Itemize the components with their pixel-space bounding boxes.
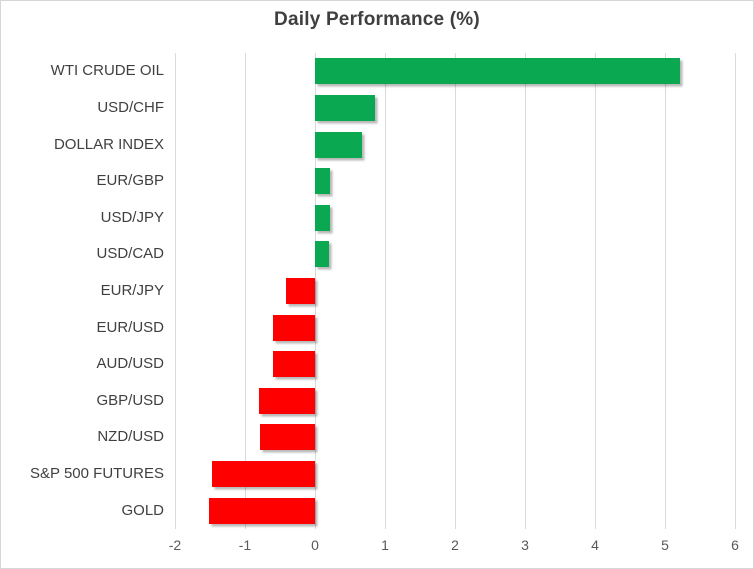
x-axis-tick-label-3: 3 xyxy=(521,537,529,553)
gridline-x--2 xyxy=(175,53,176,529)
gridline-x-1 xyxy=(385,53,386,529)
category-label-s-p-500-futures: S&P 500 FUTURES xyxy=(30,465,164,483)
bar-usd-jpy xyxy=(315,204,330,231)
bar-gbp-usd xyxy=(259,387,315,414)
x-axis-tick-label-2: 2 xyxy=(451,537,459,553)
bar-eur-usd xyxy=(273,314,315,341)
category-label-gold: GOLD xyxy=(121,501,164,519)
bar-dollar-index xyxy=(315,131,362,158)
plot-area xyxy=(175,53,736,529)
gridline-x-5 xyxy=(665,53,666,529)
category-label-dollar-index: DOLLAR INDEX xyxy=(53,135,164,153)
gridline-x-2 xyxy=(455,53,456,529)
x-axis-tick-label-5: 5 xyxy=(661,537,669,553)
bar-wti-crude-oil xyxy=(315,58,681,85)
category-label-eur-gbp: EUR/GBP xyxy=(96,172,164,190)
category-label-eur-jpy: EUR/JPY xyxy=(100,282,164,299)
bar-usd-cad xyxy=(315,241,329,268)
bar-s-p-500-futures xyxy=(212,461,315,488)
gridline-x-3 xyxy=(525,53,526,529)
category-label-usd-chf: USD/CHF xyxy=(97,98,164,116)
x-axis-tick-label-0: 0 xyxy=(311,537,319,553)
category-label-wti-crude-oil: WTI CRUDE OIL xyxy=(50,62,164,80)
bar-nzd-usd xyxy=(259,424,315,451)
x-axis-tick-label-6: 6 xyxy=(731,537,739,553)
gridline-x-4 xyxy=(595,53,596,529)
bar-aud-usd xyxy=(273,351,315,378)
x-axis-tick-label-1: 1 xyxy=(381,537,389,553)
gridline-x-0 xyxy=(315,53,316,529)
category-label-nzd-usd: NZD/USD xyxy=(97,428,164,446)
category-label-aud-usd: AUD/USD xyxy=(96,355,164,373)
category-label-eur-usd: EUR/USD xyxy=(96,318,164,336)
bar-usd-chf xyxy=(315,94,375,121)
bar-gold xyxy=(208,497,315,524)
x-axis-tick-label--1: -1 xyxy=(238,537,252,553)
bar-eur-gbp xyxy=(315,168,331,195)
category-label-gbp-usd: GBP/USD xyxy=(96,391,164,409)
chart-title: Daily Performance (%) xyxy=(274,9,480,30)
gridline-x--1 xyxy=(245,53,246,529)
x-axis-tick-label--2: -2 xyxy=(168,537,182,553)
gridline-x-6 xyxy=(735,53,736,529)
category-label-usd-cad: USD/CAD xyxy=(96,245,164,263)
bar-eur-jpy xyxy=(285,278,315,304)
x-axis-tick-label-4: 4 xyxy=(591,537,599,553)
category-label-usd-jpy: USD/JPY xyxy=(100,208,164,226)
